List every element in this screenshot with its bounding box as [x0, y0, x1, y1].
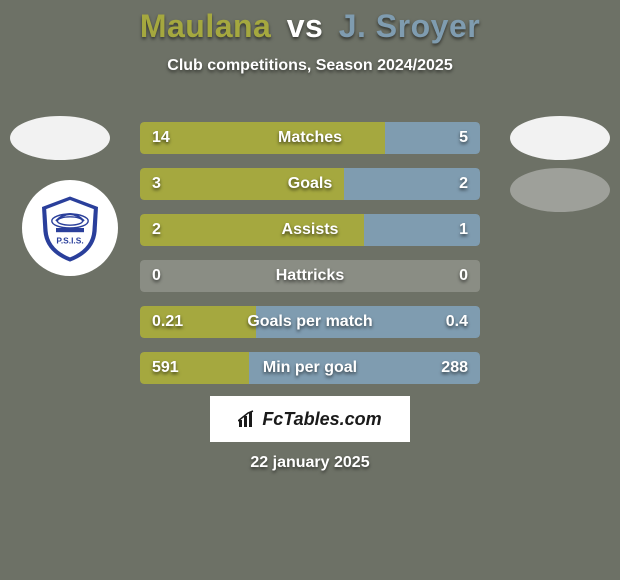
player2-name: J. Sroyer [339, 8, 480, 44]
vs-label: vs [287, 8, 324, 44]
subtitle: Club competitions, Season 2024/2025 [0, 57, 620, 75]
stat-label: Goals per match [140, 306, 480, 338]
stat-row: 00Hattricks [140, 260, 480, 292]
stat-row: 32Goals [140, 168, 480, 200]
stats-bars: 145Matches 32Goals 21Assists 00Hattricks 0.2… [140, 122, 480, 398]
player2-club-badge [510, 168, 610, 212]
chart-icon [238, 410, 256, 428]
stat-label: Goals [140, 168, 480, 200]
site-label: FcTables.com [262, 409, 381, 430]
player1-club-badge: P.S.I.S. [22, 180, 118, 276]
stat-row: 21Assists [140, 214, 480, 246]
player2-avatar [510, 116, 610, 160]
stat-row: 145Matches [140, 122, 480, 154]
title: Maulana vs J. Sroyer [0, 0, 620, 45]
stat-label: Min per goal [140, 352, 480, 384]
player1-name: Maulana [140, 8, 272, 44]
stat-label: Assists [140, 214, 480, 246]
stat-label: Hattricks [140, 260, 480, 292]
stat-row: 0.210.4Goals per match [140, 306, 480, 338]
svg-text:P.S.I.S.: P.S.I.S. [56, 235, 83, 245]
fctables-link[interactable]: FcTables.com [210, 396, 410, 442]
date-label: 22 january 2025 [0, 454, 620, 472]
comparison-card: Maulana vs J. Sroyer Club competitions, … [0, 0, 620, 580]
stat-label: Matches [140, 122, 480, 154]
player1-avatar [10, 116, 110, 160]
shield-icon: P.S.I.S. [35, 193, 105, 263]
stat-row: 591288Min per goal [140, 352, 480, 384]
